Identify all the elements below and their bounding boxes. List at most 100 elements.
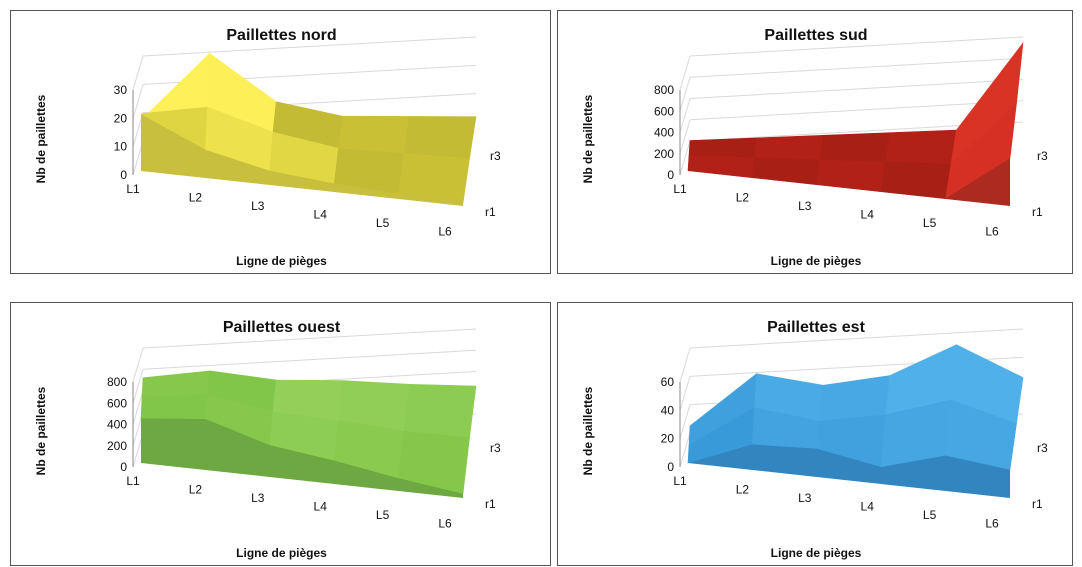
x-tick-label: L5 <box>376 508 390 522</box>
depth-tick-label: r3 <box>490 149 501 163</box>
x-tick-label: L3 <box>251 491 265 505</box>
surface-patch <box>140 394 208 420</box>
surface-front-skirt <box>688 444 1010 498</box>
chart-panel-est: Paillettes est 0 20 40 60 L1 L2 L3 L4 L5 L6 r1 r3 Lig… <box>557 302 1073 566</box>
y-tick-label: 20 <box>114 111 128 125</box>
chart-svg-est: Paillettes est 0 20 40 60 L1 L2 L3 L4 L5 L6 r1 r3 Lig… <box>581 319 1048 560</box>
surface-patch <box>398 153 470 204</box>
x-tick-label: L1 <box>126 182 140 196</box>
chart-svg-sud: Paillettes sud 0 200 400 600 800 L1 L2 L3 L4 L5 L6 r… <box>581 27 1048 268</box>
y-axis-label: Nb de paillettes <box>581 94 595 183</box>
gridline-side <box>132 369 144 404</box>
x-tick-label: L1 <box>673 474 687 488</box>
x-tick-label: L6 <box>985 517 999 531</box>
y-tick-label: 0 <box>120 460 127 474</box>
y-tick-label: 0 <box>667 168 674 182</box>
x-tick-label: L2 <box>189 191 203 205</box>
y-tick-label: 200 <box>654 147 674 161</box>
x-tick-label: L2 <box>736 483 750 497</box>
x-tick-label: L2 <box>189 483 203 497</box>
chart-title: Paillettes ouest <box>223 319 341 336</box>
surface-patch <box>816 159 886 192</box>
y-tick-label: 40 <box>661 403 675 417</box>
surface-patch <box>403 116 477 159</box>
gridline <box>689 328 1024 349</box>
gridline <box>142 36 477 57</box>
x-axis-label: Ligne de pièges <box>771 254 862 268</box>
x-tick-label: L6 <box>985 225 999 239</box>
gridline-side <box>679 347 691 383</box>
surface-patch <box>398 430 470 495</box>
y-tick-label: 20 <box>661 432 675 446</box>
depth-tick-label: r1 <box>1032 205 1043 219</box>
x-tick-label: L3 <box>798 199 812 213</box>
depth-tick-label: r1 <box>1032 497 1043 511</box>
x-tick-label: L1 <box>673 182 687 196</box>
y-tick-label: 800 <box>107 375 127 389</box>
gridline-side <box>679 140 691 176</box>
surface-patch <box>688 137 757 159</box>
gridline-side <box>679 77 691 112</box>
y-axis-label: Nb de paillettes <box>34 94 48 183</box>
x-tick-label: L5 <box>923 216 937 230</box>
chart-svg-ouest: Paillettes ouest 0 200 400 600 800 L1 L2 L3 L4 L5 L… <box>34 319 501 560</box>
surface-front-skirt <box>688 158 1010 206</box>
gridline <box>689 57 1024 78</box>
gridline <box>142 328 477 349</box>
chart-panel-nord: Paillettes nord 0 10 20 30 L1 L2 L3 L4 L5 L6 r1 r3 Li… <box>10 10 551 274</box>
surface-patch <box>885 129 957 165</box>
gridline-side <box>132 390 144 425</box>
y-tick-label: 600 <box>107 396 127 410</box>
gridline <box>142 349 477 370</box>
chart-panel-sud: Paillettes sud 0 200 400 600 800 L1 L2 L3 L4 L5 L6 r… <box>557 10 1073 274</box>
surface-patch <box>945 102 1017 200</box>
y-tick-label: 400 <box>107 418 127 432</box>
x-tick-label: L6 <box>438 225 452 239</box>
gridline-side <box>132 84 144 119</box>
surface-patch <box>754 134 824 161</box>
surface-patch <box>819 132 891 163</box>
x-tick-label: L5 <box>376 216 390 230</box>
y-tick-label: 30 <box>114 83 128 97</box>
gridline-side <box>679 376 691 411</box>
gridline-side <box>679 432 691 468</box>
x-tick-label: L4 <box>314 208 328 222</box>
chart-svg-nord: Paillettes nord 0 10 20 30 L1 L2 L3 L4 L5 L6 r1 r3 Li… <box>34 27 501 268</box>
y-tick-label: 800 <box>654 83 674 97</box>
y-tick-label: 0 <box>120 168 127 182</box>
surface-patch <box>141 370 210 398</box>
x-tick-label: L4 <box>861 208 875 222</box>
y-tick-label: 200 <box>107 439 127 453</box>
chart-panel-ouest: Paillettes ouest 0 200 400 600 800 L1 L2 L3 L4 L5 L… <box>10 302 551 566</box>
depth-tick-label: r3 <box>1037 441 1048 455</box>
gridline <box>689 36 1024 57</box>
x-tick-label: L2 <box>736 191 750 205</box>
gridline-side <box>679 98 691 133</box>
gridline-side <box>132 347 144 383</box>
x-tick-label: L3 <box>251 199 265 213</box>
surface-front-skirt <box>141 114 463 206</box>
y-tick-label: 0 <box>667 460 674 474</box>
gridline <box>689 100 1024 121</box>
gridline-side <box>679 55 691 91</box>
gridline-side <box>132 55 144 91</box>
surface-front-skirt <box>141 418 463 498</box>
y-tick-label: 60 <box>661 375 675 389</box>
surface-patch <box>338 115 410 154</box>
surface-patch <box>752 157 821 185</box>
x-tick-label: L6 <box>438 517 452 531</box>
chart-title: Paillettes est <box>767 319 866 336</box>
depth-tick-label: r3 <box>1037 149 1048 163</box>
gridline-side <box>679 404 691 439</box>
gridline <box>689 79 1024 99</box>
x-tick-label: L3 <box>798 491 812 505</box>
x-tick-label: L1 <box>126 474 140 488</box>
chart-title: Paillettes sud <box>764 27 867 44</box>
x-tick-label: L4 <box>314 500 328 514</box>
surface-patch <box>403 383 477 439</box>
y-tick-label: 400 <box>654 126 674 140</box>
y-tick-label: 600 <box>654 104 674 118</box>
y-tick-label: 10 <box>114 140 128 154</box>
y-axis-label: Nb de paillettes <box>34 386 48 475</box>
x-tick-label: L5 <box>923 508 937 522</box>
